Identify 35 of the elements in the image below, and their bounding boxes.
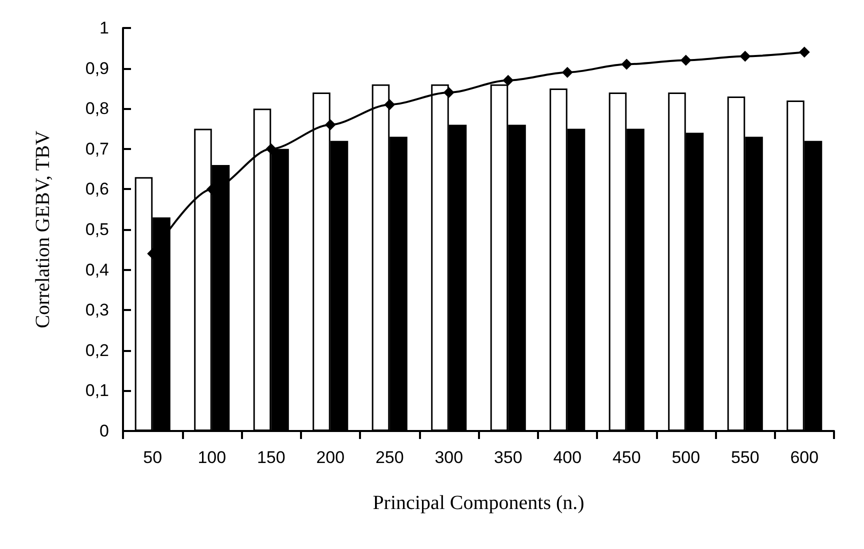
y-tick-label: 0,9 <box>85 58 109 78</box>
point <box>740 50 751 62</box>
y-tick-label: 0,3 <box>85 300 109 320</box>
x-tick-label: 50 <box>143 448 162 467</box>
point <box>384 99 396 110</box>
point <box>266 143 277 154</box>
y-tick-label: 1 <box>100 18 109 38</box>
point <box>798 46 810 58</box>
point <box>680 54 692 66</box>
y-axis-title: Correlation GEBV, TBV <box>32 130 54 328</box>
y-tick-label: 0,7 <box>85 139 109 158</box>
point <box>562 66 573 78</box>
point <box>443 86 454 98</box>
x-tick-label: 600 <box>790 448 819 467</box>
y-tick-label: 0,1 <box>85 381 109 400</box>
point <box>621 58 632 70</box>
y-tick-label: 0,6 <box>85 180 109 199</box>
x-tick-label: 500 <box>672 448 700 467</box>
x-tick-label: 450 <box>612 448 641 467</box>
x-tick-label: 200 <box>316 448 345 467</box>
y-tick-label: 0,4 <box>85 260 109 280</box>
x-tick-label: 150 <box>256 448 286 467</box>
x-tick-label: 250 <box>375 448 404 467</box>
y-tick-label: 0 <box>100 422 109 440</box>
point <box>502 74 514 86</box>
x-tick-label: 100 <box>198 448 226 467</box>
y-tick-label: 0,8 <box>85 99 109 118</box>
x-tick-label: 400 <box>553 448 582 467</box>
y-tick-label: 0,5 <box>85 220 109 239</box>
y-tick-label: 0,2 <box>85 340 109 360</box>
x-tick-label: 350 <box>494 448 522 467</box>
point <box>324 119 336 130</box>
x-axis-title: Principal Components (n.) <box>372 492 584 514</box>
x-tick-label: 550 <box>730 448 760 467</box>
x-tick-label: 300 <box>434 448 464 467</box>
